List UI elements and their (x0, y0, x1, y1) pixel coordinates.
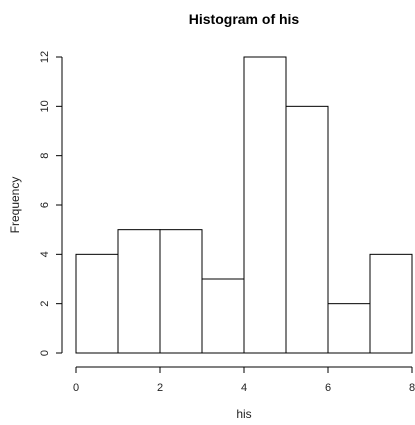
histogram-bar (75, 253, 119, 354)
histogram-bar (243, 56, 287, 354)
x-tick-label: 4 (241, 382, 247, 394)
x-tick-label: 8 (409, 382, 415, 394)
histogram-bar (285, 105, 329, 354)
y-tick-label: 4 (39, 251, 51, 257)
y-tick-label: 12 (39, 51, 51, 63)
y-axis: 0 2 4 6 8 10 12 (39, 51, 63, 356)
y-tick-label: 6 (39, 202, 51, 208)
histogram-bar (369, 253, 413, 354)
x-tick-label: 0 (73, 382, 79, 394)
x-tick-label: 6 (325, 382, 331, 394)
x-axis: 0 2 4 6 8 (73, 366, 415, 394)
histogram-bar (117, 229, 161, 354)
histogram-bar (159, 229, 203, 354)
y-tick-label: 8 (39, 153, 51, 159)
chart-title: Histogram of his (189, 11, 300, 27)
x-tick-label: 2 (157, 382, 163, 394)
y-axis-label: Frequency (8, 177, 22, 234)
histogram-bar (327, 303, 371, 354)
y-tick-label: 2 (39, 301, 51, 307)
histogram-bar (201, 278, 245, 354)
y-tick-label: 0 (39, 350, 51, 356)
y-tick-label: 10 (39, 100, 51, 112)
x-axis-label: his (236, 407, 251, 421)
bars-group (75, 56, 413, 354)
